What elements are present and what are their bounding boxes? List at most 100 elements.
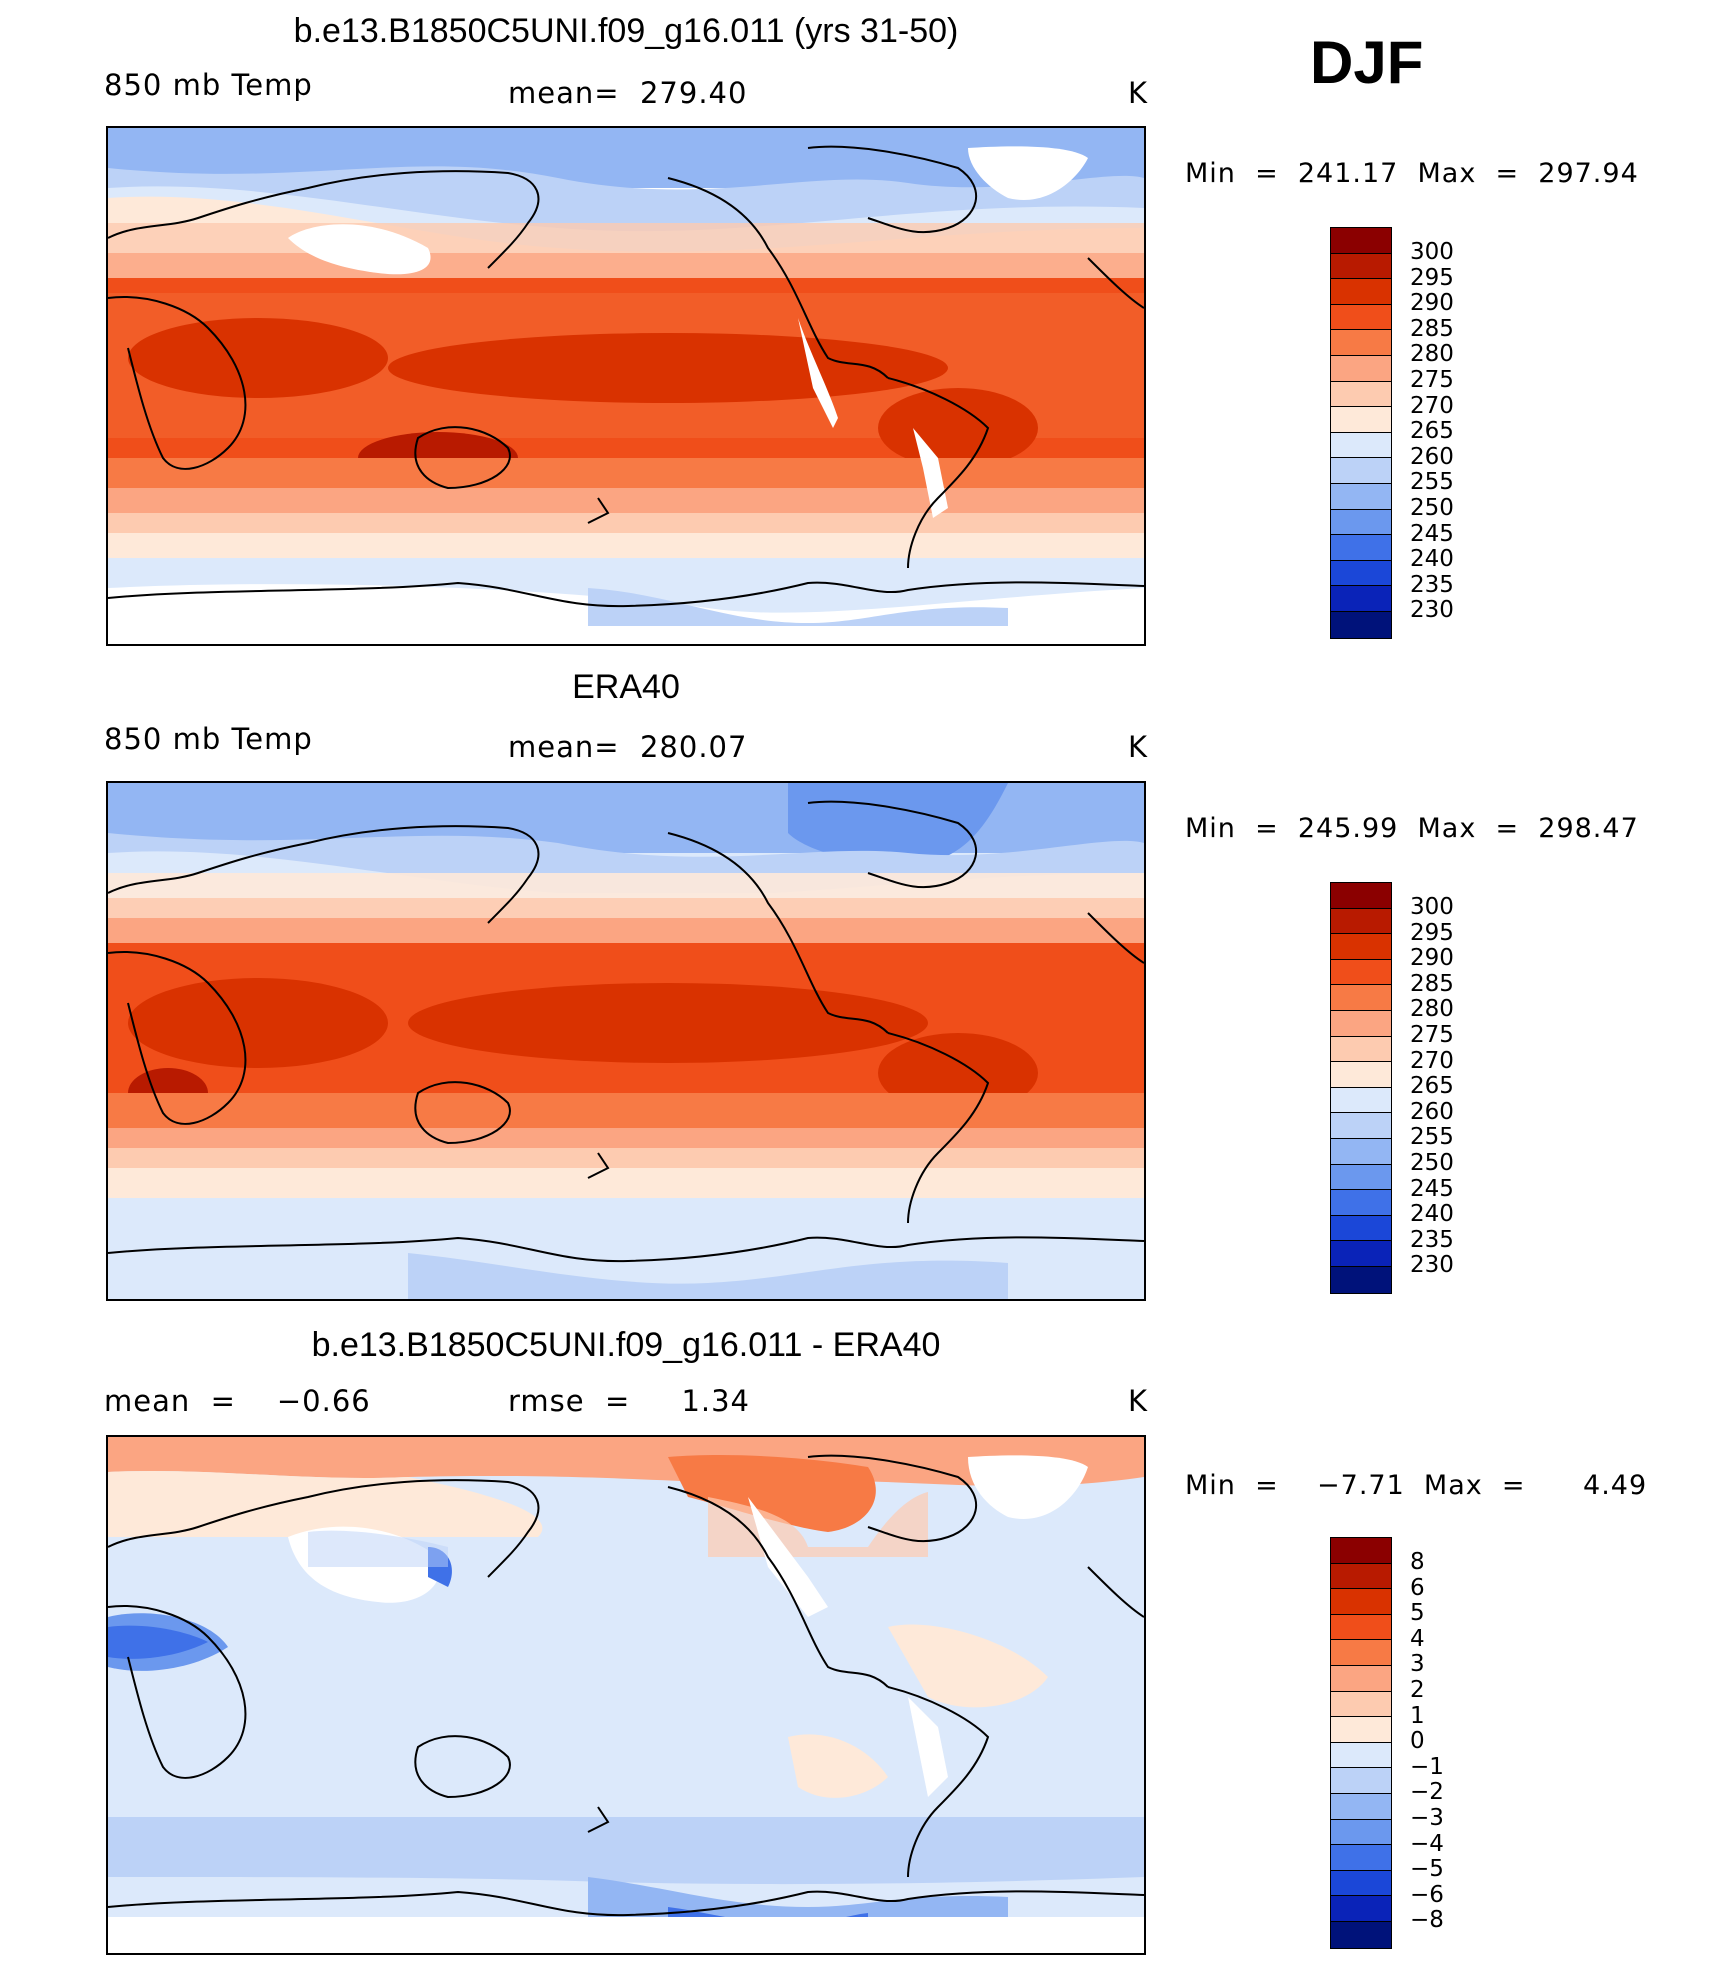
panel-3-rmse-label: rmse = 1.34 xyxy=(508,1384,751,1418)
panel-1-colorbar-cell xyxy=(1331,509,1391,536)
panel-2-variable-label: 850 mb Temp xyxy=(104,722,313,756)
panel-1-colorbar-label: 295 xyxy=(1410,264,1454,291)
panel-2-colorbar-cell xyxy=(1331,985,1391,1011)
panel-1-mean-label: mean= 279.40 xyxy=(508,76,748,110)
panel-2-colorbar-label: 245 xyxy=(1410,1175,1454,1202)
panel-2-colorbar-label: 240 xyxy=(1410,1201,1454,1228)
panel-1-colorbar-cell xyxy=(1331,407,1391,433)
panel-2-colorbar-cell xyxy=(1331,1113,1391,1139)
panel-2-title: ERA40 xyxy=(572,668,680,706)
panel-3-min-max: Min = −7.71 Max = 4.49 xyxy=(1185,1470,1648,1501)
panel-1-colorbar-label: 255 xyxy=(1410,469,1454,496)
panel-2-colorbar-cell xyxy=(1331,1036,1391,1063)
panel-3-colorbar-label: −2 xyxy=(1410,1779,1444,1806)
panel-3-colorbar-label: 5 xyxy=(1410,1600,1425,1627)
panel-2-colorbar-cell xyxy=(1331,1190,1391,1216)
panel-1-colorbar-label: 290 xyxy=(1410,290,1454,317)
panel-3-colorbar-label: 3 xyxy=(1410,1651,1425,1678)
panel-1-colorbar-label: 280 xyxy=(1410,341,1454,368)
panel-1-colorbar-label: 275 xyxy=(1410,366,1454,393)
season-label: DJF xyxy=(1310,29,1424,96)
panel-3-colorbar-cell xyxy=(1331,1819,1391,1846)
panel-2-colorbar-label: 300 xyxy=(1410,894,1454,920)
panel-2-colorbar-cell xyxy=(1331,959,1391,986)
panel-1-colorbar-cell xyxy=(1331,253,1391,280)
panel-3-mean-label: mean = −0.66 xyxy=(104,1384,371,1418)
panel-2-min-max: Min = 245.99 Max = 298.47 xyxy=(1185,813,1639,844)
panel-3-colorbar-label: 6 xyxy=(1410,1574,1425,1601)
panel-3-colorbar-cell xyxy=(1331,1870,1391,1897)
panel-3-colorbar-label: 1 xyxy=(1410,1702,1425,1729)
panel-2-colorbar-cell xyxy=(1331,1138,1391,1165)
panel-3-colorbar-label: 2 xyxy=(1410,1676,1425,1703)
panel-2-colorbar-label: 285 xyxy=(1410,970,1454,997)
panel-1-colorbar-label: 250 xyxy=(1410,494,1454,521)
panel-2-colorbar-cell xyxy=(1331,1062,1391,1088)
panel-1-colorbar-label: 260 xyxy=(1410,443,1454,470)
panel-3-colorbar-cell xyxy=(1331,1845,1391,1871)
panel-1-colorbar-cell xyxy=(1331,432,1391,459)
panel-2-colorbar-label: 250 xyxy=(1410,1149,1454,1176)
panel-1-units-label: K xyxy=(1128,76,1149,110)
panel-3-colorbar-label: 4 xyxy=(1410,1625,1425,1652)
panel-2-colorbar-labels: 300 295 290 285 280 275 270 265 260 255 250 245 240 2… xyxy=(1410,894,1454,1279)
panel-1-colorbar-cell xyxy=(1331,381,1391,408)
panel-3-colorbar-label: −5 xyxy=(1410,1856,1444,1883)
panel-3-colorbar-label: −8 xyxy=(1410,1907,1444,1934)
panel-3-colorbar-label: −6 xyxy=(1410,1881,1444,1908)
panel-1-colorbar-cell xyxy=(1331,535,1391,561)
panel-1-colorbar-cell xyxy=(1331,586,1391,612)
panel-3-colorbar xyxy=(1330,1537,1392,1949)
panel-3-colorbar-label: −1 xyxy=(1410,1753,1444,1780)
panel-1-colorbar-label: 300 xyxy=(1410,239,1454,265)
panel-3-colorbar-cell xyxy=(1331,1921,1391,1948)
panel-3-colorbar-cell xyxy=(1331,1793,1391,1820)
panel-2-colorbar-label: 290 xyxy=(1410,945,1454,972)
panel-1-min-max: Min = 241.17 Max = 297.94 xyxy=(1185,158,1639,189)
panel-3-colorbar-cell xyxy=(1331,1717,1391,1743)
panel-3-colorbar-cell xyxy=(1331,1589,1391,1615)
panel-3-colorbar-cell xyxy=(1331,1640,1391,1666)
panel-1-colorbar-label: 245 xyxy=(1410,520,1454,547)
panel-2-colorbar-cell xyxy=(1331,908,1391,935)
panel-1-colorbar-cell xyxy=(1331,611,1391,638)
panel-3-units-label: K xyxy=(1128,1384,1149,1418)
panel-3-colorbar-cell xyxy=(1331,1691,1391,1718)
panel-3-colorbar-cell xyxy=(1331,1768,1391,1794)
panel-2-colorbar-label: 280 xyxy=(1410,996,1454,1023)
panel-3-title: b.e13.B1850C5UNI.f09_g16.011 - ERA40 xyxy=(311,1326,941,1364)
panel-2-colorbar-label: 260 xyxy=(1410,1098,1454,1125)
panel-2-colorbar-label: 265 xyxy=(1410,1073,1454,1100)
panel-1-colorbar-label: 285 xyxy=(1410,315,1454,342)
panel-2-colorbar-label: 255 xyxy=(1410,1124,1454,1151)
panel-3-colorbar-cell xyxy=(1331,1563,1391,1590)
panel-1-variable-label: 850 mb Temp xyxy=(104,68,313,102)
panel-1-title: b.e13.B1850C5UNI.f09_g16.011 (yrs 31-50) xyxy=(293,12,959,50)
panel-2-colorbar-cell xyxy=(1331,1266,1391,1293)
panel-3-colorbar-cell xyxy=(1331,1614,1391,1641)
panel-1-colorbar-label: 240 xyxy=(1410,546,1454,573)
panel-1-colorbar-label: 235 xyxy=(1410,571,1454,598)
panel-1-colorbar xyxy=(1330,227,1392,639)
panel-2-colorbar-cell xyxy=(1331,934,1391,960)
panel-1-map xyxy=(106,126,1146,646)
panel-3-colorbar-cell xyxy=(1331,1538,1391,1564)
panel-1-colorbar-label: 265 xyxy=(1410,418,1454,445)
panel-3-colorbar-cell xyxy=(1331,1742,1391,1769)
panel-2-colorbar-cell xyxy=(1331,1241,1391,1267)
panel-2-colorbar xyxy=(1330,882,1392,1294)
panel-2-units-label: K xyxy=(1128,730,1149,764)
panel-2-mean-label: mean= 280.07 xyxy=(508,730,748,764)
panel-3-colorbar-labels: 8 6 5 4 3 2 1 0 −1 −2 −3 −4 −5 −6 −8 xyxy=(1410,1549,1444,1934)
panel-2-colorbar-cell xyxy=(1331,883,1391,909)
panel-2-colorbar-label: 270 xyxy=(1410,1047,1454,1074)
panel-1-colorbar-cell xyxy=(1331,279,1391,305)
panel-3-colorbar-label: −4 xyxy=(1410,1830,1444,1857)
panel-1-colorbar-cell xyxy=(1331,458,1391,484)
panel-2-colorbar-cell xyxy=(1331,1215,1391,1242)
panel-1-colorbar-cell xyxy=(1331,330,1391,356)
panel-3-colorbar-label: 0 xyxy=(1410,1728,1425,1755)
panel-1-colorbar-cell xyxy=(1331,483,1391,510)
panel-2-colorbar-label: 230 xyxy=(1410,1252,1454,1279)
panel-1-colorbar-cell xyxy=(1331,228,1391,254)
